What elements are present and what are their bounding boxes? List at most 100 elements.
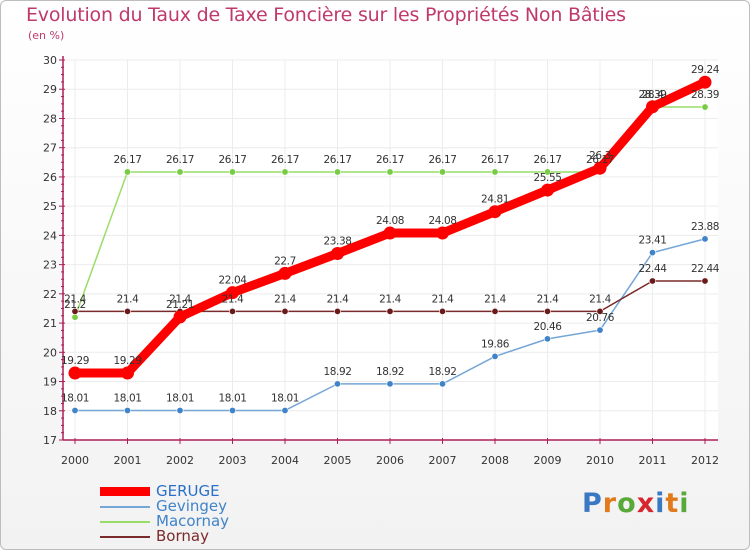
data-point-gevingey bbox=[229, 406, 237, 414]
data-point-gevingey bbox=[438, 380, 446, 388]
data-label-bornay: 21.4 bbox=[64, 293, 86, 305]
data-label-bornay: 21.4 bbox=[432, 293, 454, 305]
x-tick-label: 2006 bbox=[376, 454, 404, 467]
legend-item-geruge: GERUGE bbox=[100, 484, 229, 499]
chart-unit-label: (en %) bbox=[28, 29, 65, 42]
data-label-gevingey: 18.01 bbox=[166, 392, 194, 404]
x-tick-label: 2001 bbox=[114, 454, 142, 467]
data-label-bornay: 21.4 bbox=[327, 293, 349, 305]
data-label-bornay: 21.4 bbox=[379, 293, 401, 305]
data-point-geruge bbox=[436, 226, 449, 240]
data-label-macornay: 26.17 bbox=[271, 154, 299, 166]
data-label-macornay: 21.2 bbox=[64, 299, 86, 311]
logo-letter: i bbox=[679, 488, 690, 519]
data-point-gevingey bbox=[701, 235, 709, 243]
y-tick-label: 29 bbox=[43, 83, 57, 96]
data-point-geruge bbox=[68, 366, 82, 380]
data-point-bornay bbox=[71, 307, 79, 315]
data-point-bornay bbox=[333, 307, 341, 315]
data-point-gevingey bbox=[596, 326, 604, 334]
data-label-geruge: 21.21 bbox=[166, 299, 194, 311]
legend-label-macornay: Macornay bbox=[156, 512, 230, 530]
data-label-bornay: 21.4 bbox=[589, 293, 611, 305]
data-point-geruge bbox=[698, 75, 712, 89]
data-point-macornay bbox=[124, 168, 132, 176]
legend-label-bornay: Bornay bbox=[156, 527, 209, 545]
y-tick-label: 30 bbox=[43, 54, 57, 67]
data-point-macornay bbox=[386, 168, 394, 176]
data-label-bornay: 21.4 bbox=[537, 293, 559, 305]
y-tick-label: 20 bbox=[43, 346, 57, 359]
logo-letter: r bbox=[602, 488, 618, 519]
data-label-gevingey: 23.88 bbox=[691, 221, 719, 233]
legend: GERUGE Gevingey Macornay Bornay bbox=[100, 484, 229, 544]
data-label-geruge: 22.04 bbox=[218, 275, 247, 287]
data-label-gevingey: 18.01 bbox=[271, 392, 299, 404]
data-point-geruge bbox=[226, 286, 239, 300]
data-point-gevingey bbox=[124, 406, 132, 414]
data-label-macornay: 26.17 bbox=[376, 154, 404, 166]
data-label-gevingey: 18.92 bbox=[323, 366, 351, 378]
logo-letter: t bbox=[665, 488, 680, 519]
data-label-gevingey: 18.92 bbox=[428, 366, 456, 378]
y-tick-label: 21 bbox=[43, 317, 57, 330]
data-label-gevingey: 18.92 bbox=[376, 366, 404, 378]
data-point-bornay bbox=[281, 307, 289, 315]
data-label-macornay: 26.17 bbox=[323, 154, 351, 166]
data-point-gevingey bbox=[333, 380, 341, 388]
data-label-geruge: 25.55 bbox=[533, 172, 561, 184]
legend-swatch-bornay bbox=[100, 535, 150, 538]
data-point-gevingey bbox=[386, 380, 394, 388]
data-point-bornay bbox=[491, 307, 499, 315]
x-tick-label: 2002 bbox=[166, 454, 194, 467]
y-tick-label: 28 bbox=[43, 112, 57, 125]
data-point-geruge bbox=[331, 247, 344, 261]
data-point-gevingey bbox=[491, 352, 499, 360]
y-tick-label: 26 bbox=[43, 171, 57, 184]
data-label-geruge: 24.08 bbox=[428, 215, 456, 227]
y-tick-label: 18 bbox=[43, 405, 57, 418]
x-tick-label: 2007 bbox=[429, 454, 457, 467]
logo-letter: P bbox=[582, 488, 603, 519]
legend-item-macornay: Macornay bbox=[100, 514, 229, 529]
legend-swatch-gevingey bbox=[100, 505, 150, 508]
data-label-bornay: 21.4 bbox=[169, 293, 191, 305]
legend-item-gevingey: Gevingey bbox=[100, 499, 229, 514]
data-point-geruge bbox=[541, 183, 554, 197]
y-tick-label: 22 bbox=[43, 288, 57, 301]
x-tick-label: 2011 bbox=[639, 454, 667, 467]
legend-swatch-macornay bbox=[100, 520, 150, 523]
data-label-gevingey: 18.01 bbox=[113, 392, 141, 404]
data-label-geruge: 24.81 bbox=[481, 194, 509, 206]
x-tick-label: 2009 bbox=[534, 454, 562, 467]
data-label-macornay: 26.17 bbox=[166, 154, 194, 166]
data-label-gevingey: 23.41 bbox=[638, 235, 666, 247]
data-label-bornay: 21.4 bbox=[484, 293, 506, 305]
data-label-bornay: 21.4 bbox=[274, 293, 296, 305]
data-point-bornay bbox=[543, 307, 551, 315]
data-point-macornay bbox=[701, 103, 709, 111]
data-point-bornay bbox=[596, 307, 604, 315]
data-point-geruge bbox=[593, 161, 607, 175]
data-label-macornay: 26.17 bbox=[533, 154, 561, 166]
data-label-macornay: 26.17 bbox=[586, 154, 614, 166]
data-point-gevingey bbox=[71, 406, 79, 414]
legend-swatch-geruge bbox=[100, 487, 150, 496]
y-tick-label: 24 bbox=[43, 229, 57, 242]
data-point-bornay bbox=[701, 277, 709, 285]
data-point-macornay bbox=[543, 168, 551, 176]
data-label-geruge: 24.08 bbox=[376, 215, 404, 227]
data-label-bornay: 22.44 bbox=[691, 263, 720, 275]
data-label-geruge: 19.29 bbox=[113, 355, 141, 367]
data-label-geruge: 22.7 bbox=[274, 255, 296, 267]
data-label-macornay: 26.17 bbox=[428, 154, 456, 166]
data-label-gevingey: 20.46 bbox=[533, 321, 562, 333]
data-label-geruge: 28.4 bbox=[642, 89, 664, 101]
data-point-macornay bbox=[229, 168, 237, 176]
x-tick-label: 2004 bbox=[271, 454, 299, 467]
legend-label-geruge: GERUGE bbox=[156, 482, 220, 500]
chart-title: Evolution du Taux de Taxe Foncière sur l… bbox=[26, 4, 626, 26]
data-point-geruge bbox=[121, 366, 134, 380]
x-tick-label: 2003 bbox=[219, 454, 247, 467]
